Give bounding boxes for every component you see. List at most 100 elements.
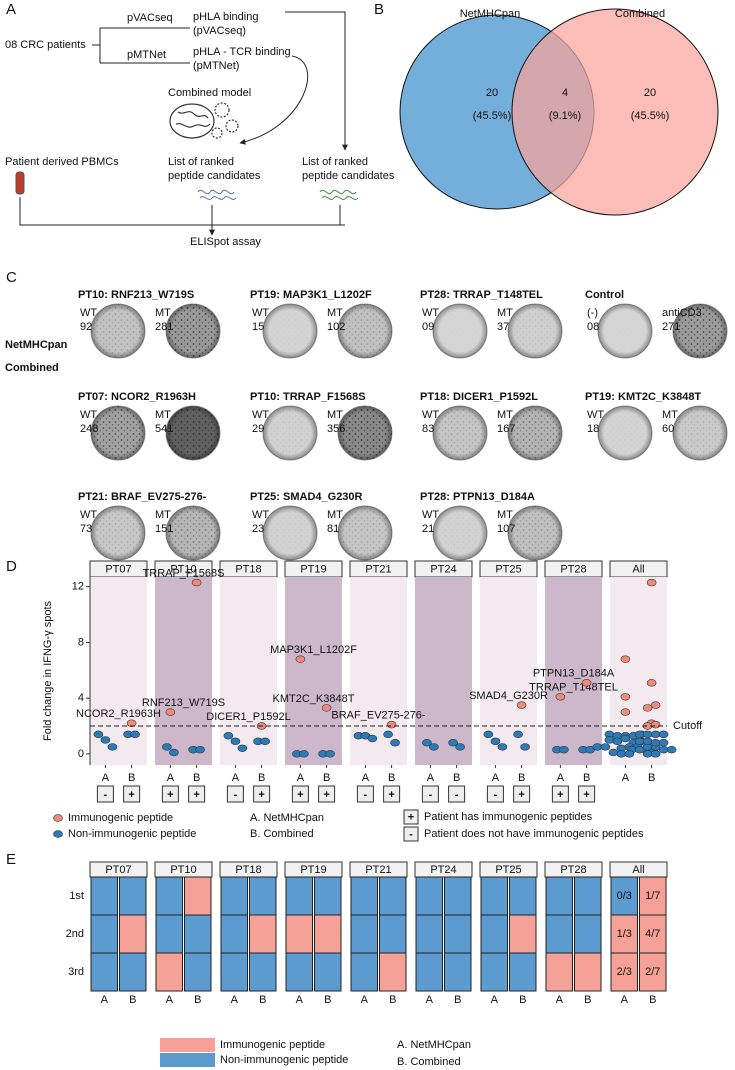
facet-name: All: [632, 864, 644, 876]
spot-count: 167: [497, 423, 515, 435]
point: [592, 743, 603, 751]
method-legend: A. NetMHCpan: [250, 812, 324, 824]
point: [642, 750, 653, 758]
point: [624, 750, 635, 758]
point: [321, 704, 332, 712]
point: [650, 730, 661, 739]
status-box: [578, 785, 596, 803]
well-name: WT: [252, 409, 269, 421]
facet-panel: [545, 577, 602, 765]
well-edge: [598, 304, 652, 358]
output: (pVACseq): [193, 25, 246, 37]
well-edge: [91, 506, 145, 560]
strip: [154, 861, 213, 878]
point: [620, 734, 631, 743]
well-edge: [338, 406, 392, 460]
panel-label: E: [6, 851, 16, 868]
tile: [415, 876, 443, 916]
point: [646, 679, 657, 687]
x-tick-label: B: [453, 772, 460, 784]
tile: [610, 952, 638, 992]
point: [650, 701, 661, 709]
well-name: MT: [327, 509, 343, 521]
point: [650, 739, 661, 747]
point-label: PTPN13_D184A: [533, 668, 615, 680]
x-tick-label: A: [426, 994, 434, 1006]
well-name: WT: [252, 307, 269, 319]
x-tick-label: B: [519, 994, 526, 1006]
point: [520, 743, 530, 751]
x-tick-label: A: [556, 994, 564, 1006]
point: [162, 743, 172, 751]
facet-name: PT25: [495, 563, 521, 575]
point: [93, 730, 104, 739]
tile: [350, 952, 378, 992]
status-symbol: -: [234, 789, 238, 801]
epitope-title: PT10: RNF213_W719S: [78, 289, 194, 301]
status-symbol: -: [104, 789, 108, 801]
facet-name: All: [632, 563, 644, 575]
epitope-title: PT28: PTPN13_D184A: [420, 491, 535, 503]
point: [367, 734, 378, 743]
facet-panel: [155, 577, 212, 765]
point: [604, 736, 615, 744]
status-box: [96, 785, 114, 803]
point: [107, 743, 118, 751]
x-tick-label: A: [362, 772, 370, 784]
point: [658, 745, 669, 754]
point-label: BRAF_EV275-276-: [331, 710, 425, 722]
spot-count: 37: [497, 321, 509, 333]
well-name: WT: [422, 509, 439, 521]
row-label: 3rd: [68, 966, 84, 978]
facet-panel: [415, 577, 472, 765]
well-name: MT: [155, 509, 171, 521]
legend-label: Non-immunogenic peptide: [220, 1054, 348, 1066]
well-name: (-): [587, 307, 598, 319]
method-legend: A. NetMHCpan: [397, 1039, 471, 1051]
facet-name: PT28: [560, 563, 586, 575]
epitope-title: PT25: SMAD4_G230R: [250, 491, 363, 503]
tile: [155, 914, 183, 954]
status-box: [356, 785, 374, 803]
status-box: [253, 785, 271, 803]
x-tick-label: B: [193, 772, 200, 784]
tile: [155, 952, 183, 992]
list: List of ranked: [302, 156, 368, 168]
epitope-title: PT19: KMT2C_K3848T: [585, 391, 701, 403]
point: [429, 743, 439, 751]
facet-name: PT28: [560, 864, 586, 876]
spot-count: 541: [155, 423, 173, 435]
well-edge: [263, 406, 317, 460]
legend-swatch: [53, 830, 63, 838]
status-box: [403, 809, 419, 825]
well-edge: [508, 506, 562, 560]
status-box: [448, 785, 466, 803]
point-label: MAP3K1_L1202F: [270, 644, 357, 656]
well-edge: [263, 304, 317, 358]
point: [559, 745, 569, 754]
point: [616, 750, 627, 758]
status-box: [188, 785, 206, 803]
x-tick-label: B: [388, 772, 395, 784]
status-box: [318, 785, 336, 803]
strip: [609, 861, 668, 878]
x-tick-label: B: [259, 994, 266, 1006]
tile: [249, 876, 277, 916]
point: [165, 708, 176, 716]
point: [130, 730, 140, 739]
status-symbol: +: [193, 789, 199, 801]
arrow: [239, 55, 308, 145]
point: [483, 730, 494, 739]
well-name: WT: [422, 409, 439, 421]
tile: [155, 876, 183, 916]
well-edge: [338, 304, 392, 358]
epitope-title: Control: [585, 289, 624, 301]
connector: [19, 197, 345, 226]
status-symbol: +: [388, 789, 394, 801]
status-box: [161, 785, 179, 803]
tile: [415, 952, 443, 992]
x-tick-label: A: [297, 772, 305, 784]
cell-label: 1/7: [645, 890, 660, 902]
point: [299, 750, 309, 758]
